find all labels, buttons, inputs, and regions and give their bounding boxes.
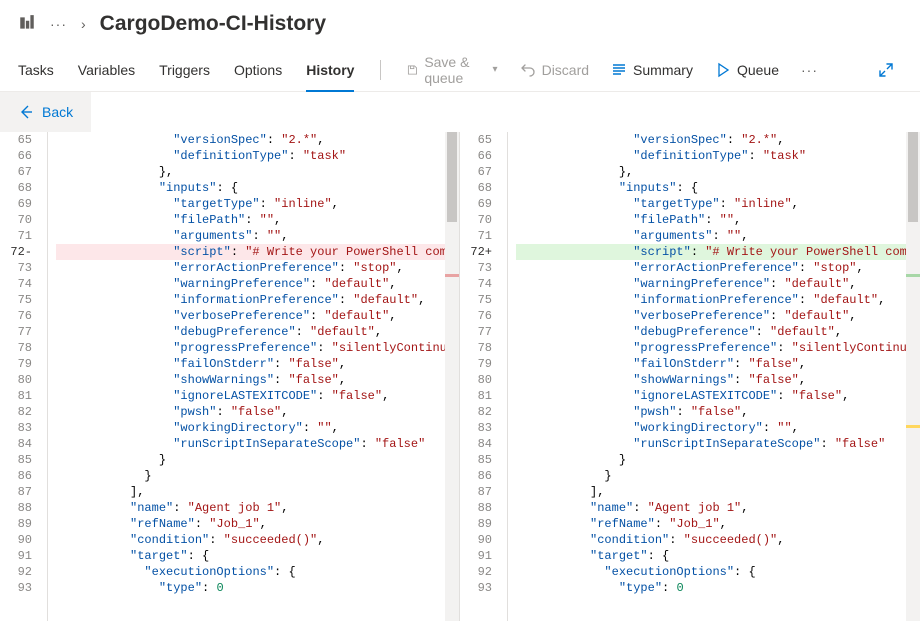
fold-column [500, 132, 516, 621]
fullscreen-icon [878, 62, 894, 78]
back-label: Back [42, 104, 73, 120]
tab-history[interactable]: History [306, 48, 354, 91]
diff-pane-right[interactable]: 6566676869707172+73747576777879808182838… [460, 132, 920, 621]
queue-icon [715, 62, 731, 78]
tabbar: Tasks Variables Triggers Options History Sav… [0, 48, 920, 92]
fold-column [40, 132, 56, 621]
fullscreen-button[interactable] [870, 54, 902, 86]
project-icon[interactable] [18, 14, 36, 35]
scrollbar-thumb[interactable] [908, 132, 918, 222]
discard-button[interactable]: Discard [520, 62, 589, 78]
back-arrow-icon [18, 104, 34, 120]
line-gutter: 6566676869707172+73747576777879808182838… [460, 132, 500, 621]
discard-label: Discard [542, 62, 589, 78]
scrollbar-thumb[interactable] [447, 132, 457, 222]
summary-label: Summary [633, 62, 693, 78]
diff-view: 6566676869707172-73747576777879808182838… [0, 132, 920, 621]
undo-icon [520, 62, 536, 78]
chevron-down-icon: ▾ [493, 64, 498, 75]
summary-button[interactable]: Summary [611, 62, 693, 78]
diff-pane-left[interactable]: 6566676869707172-73747576777879808182838… [0, 132, 460, 621]
more-actions-button[interactable]: ··· [801, 62, 818, 78]
tabs: Tasks Variables Triggers Options History [18, 48, 354, 91]
separator [380, 60, 381, 80]
tab-variables[interactable]: Variables [78, 48, 135, 91]
summary-icon [611, 62, 627, 78]
code-area[interactable]: "versionSpec": "2.*", "definitionType": … [516, 132, 920, 621]
breadcrumb-overflow[interactable]: ··· [50, 16, 67, 32]
breadcrumb-chevron: › [81, 16, 86, 32]
tab-tasks[interactable]: Tasks [18, 48, 54, 91]
code-area[interactable]: "versionSpec": "2.*", "definitionType": … [56, 132, 459, 621]
back-button[interactable]: Back [0, 92, 91, 132]
save-queue-label: Save & queue [424, 54, 484, 86]
queue-label: Queue [737, 62, 779, 78]
save-icon [407, 62, 418, 78]
tab-triggers[interactable]: Triggers [159, 48, 210, 91]
scrollbar[interactable] [906, 132, 920, 621]
command-bar: Save & queue ▾ Discard Summary Queue ··· [407, 54, 818, 86]
tab-options[interactable]: Options [234, 48, 282, 91]
scrollbar[interactable] [445, 132, 459, 621]
save-queue-button[interactable]: Save & queue ▾ [407, 54, 497, 86]
line-gutter: 6566676869707172-73747576777879808182838… [0, 132, 40, 621]
queue-button[interactable]: Queue [715, 62, 779, 78]
breadcrumb: ··· › CargoDemo-CI-History [0, 0, 920, 48]
page-title: CargoDemo-CI-History [100, 12, 326, 36]
